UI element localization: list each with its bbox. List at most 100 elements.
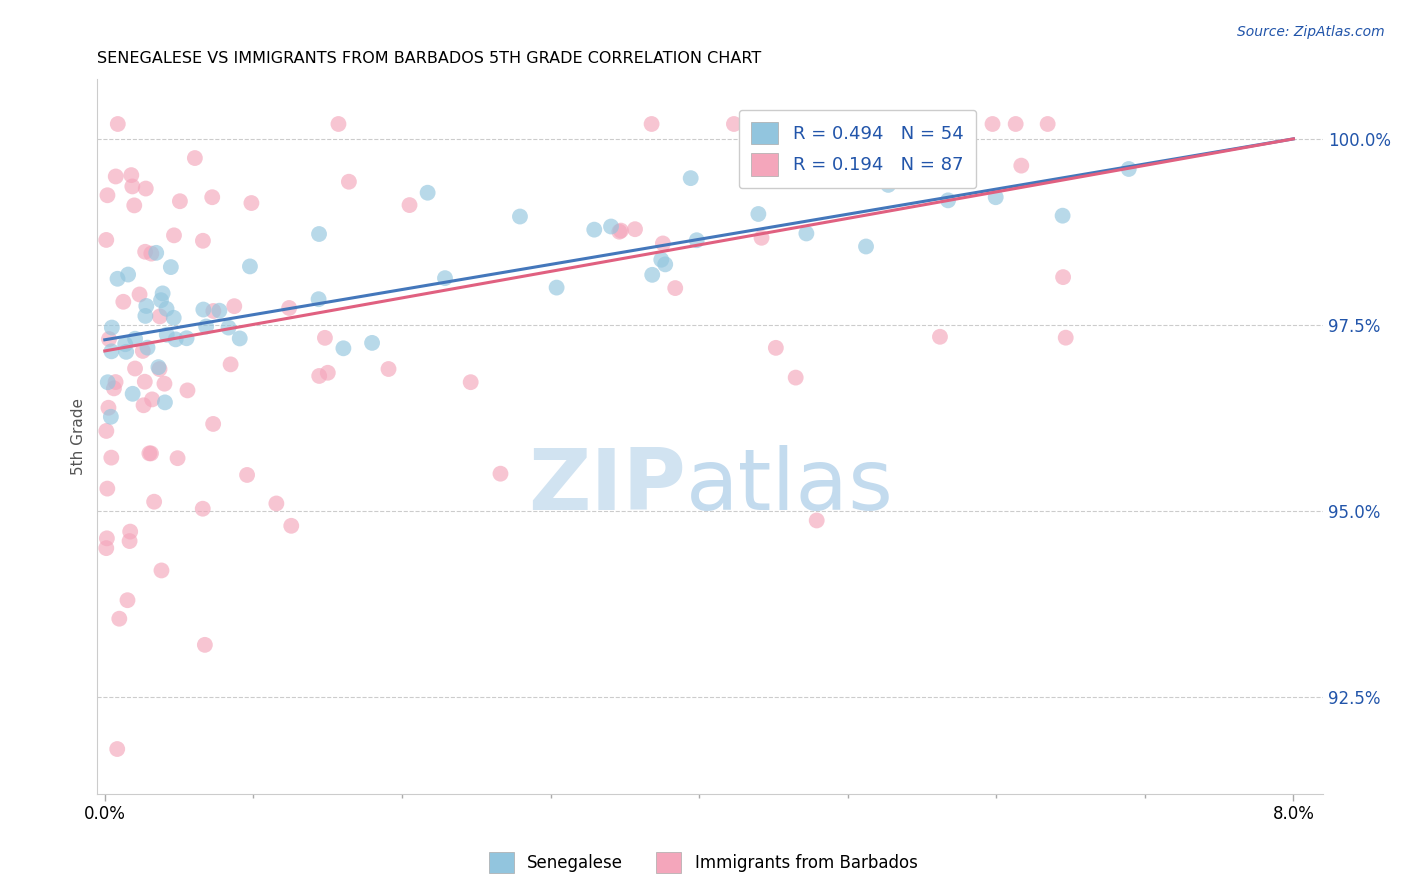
Immigrants from Barbados [1054,331,1077,345]
Senegalese [936,194,959,208]
Immigrants from Barbados [148,362,170,376]
Immigrants from Barbados [328,117,350,131]
Senegalese [686,233,709,247]
Senegalese [153,395,176,409]
Senegalese [145,245,167,260]
Immigrants from Barbados [751,231,773,245]
Immigrants from Barbados [141,392,163,407]
Immigrants from Barbados [640,117,662,131]
Senegalese [509,210,531,224]
Immigrants from Barbados [176,384,198,398]
Immigrants from Barbados [132,398,155,412]
Immigrants from Barbados [96,541,118,555]
Immigrants from Barbados [651,236,673,251]
Immigrants from Barbados [135,181,157,195]
Senegalese [361,335,384,350]
Immigrants from Barbados [96,482,118,496]
Immigrants from Barbados [105,742,128,756]
Senegalese [433,271,456,285]
Text: SENEGALESE VS IMMIGRANTS FROM BARBADOS 5TH GRADE CORRELATION CHART: SENEGALESE VS IMMIGRANTS FROM BARBADOS 5… [97,51,762,66]
Senegalese [796,227,818,241]
Immigrants from Barbados [166,451,188,466]
Immigrants from Barbados [664,281,686,295]
Senegalese [650,252,672,267]
Immigrants from Barbados [224,299,246,313]
Immigrants from Barbados [96,532,118,546]
Senegalese [115,344,138,359]
Text: Source: ZipAtlas.com: Source: ZipAtlas.com [1237,25,1385,39]
Immigrants from Barbados [308,368,330,383]
Immigrants from Barbados [624,222,647,236]
Immigrants from Barbados [201,190,224,204]
Immigrants from Barbados [139,446,162,460]
Immigrants from Barbados [337,175,360,189]
Immigrants from Barbados [191,234,214,248]
Senegalese [114,337,136,351]
Immigrants from Barbados [107,117,129,131]
Senegalese [679,171,702,186]
Immigrants from Barbados [124,361,146,376]
Immigrants from Barbados [96,188,118,202]
Senegalese [136,341,159,355]
Immigrants from Barbados [128,287,150,301]
Senegalese [600,219,623,234]
Immigrants from Barbados [100,450,122,465]
Senegalese [97,376,120,390]
Text: ZIP: ZIP [529,445,686,528]
Senegalese [332,341,354,355]
Senegalese [165,332,187,346]
Immigrants from Barbados [236,467,259,482]
Immigrants from Barbados [280,518,302,533]
Immigrants from Barbados [316,366,339,380]
Senegalese [163,310,186,325]
Senegalese [747,207,769,221]
Immigrants from Barbados [169,194,191,209]
Senegalese [239,260,262,274]
Senegalese [135,299,157,313]
Senegalese [416,186,439,200]
Immigrants from Barbados [489,467,512,481]
Immigrants from Barbados [377,362,399,376]
Senegalese [308,292,330,306]
Immigrants from Barbados [1010,159,1032,173]
Senegalese [1052,209,1074,223]
Immigrants from Barbados [981,117,1004,131]
Immigrants from Barbados [314,331,336,345]
Immigrants from Barbados [929,330,952,344]
Immigrants from Barbados [1036,117,1059,131]
Immigrants from Barbados [460,375,482,389]
Immigrants from Barbados [96,233,118,247]
Immigrants from Barbados [1004,117,1026,131]
Immigrants from Barbados [785,370,807,384]
Senegalese [208,303,231,318]
Immigrants from Barbados [150,564,173,578]
Senegalese [107,272,129,286]
Senegalese [176,331,198,345]
Senegalese [195,319,218,334]
Immigrants from Barbados [723,117,745,131]
Y-axis label: 5th Grade: 5th Grade [72,398,86,475]
Senegalese [546,280,568,294]
Senegalese [155,301,177,316]
Senegalese [308,227,330,241]
Senegalese [877,178,900,192]
Immigrants from Barbados [118,534,141,549]
Senegalese [150,293,173,308]
Immigrants from Barbados [202,417,225,431]
Senegalese [855,239,877,253]
Senegalese [193,302,215,317]
Immigrants from Barbados [108,612,131,626]
Immigrants from Barbados [121,179,143,194]
Senegalese [148,360,170,375]
Immigrants from Barbados [104,375,127,389]
Immigrants from Barbados [1052,270,1074,285]
Immigrants from Barbados [742,117,765,131]
Text: atlas: atlas [686,445,894,528]
Immigrants from Barbados [117,593,139,607]
Legend: R = 0.494   N = 54, R = 0.194   N = 87: R = 0.494 N = 54, R = 0.194 N = 87 [738,110,976,188]
Immigrants from Barbados [194,638,217,652]
Immigrants from Barbados [202,304,225,318]
Senegalese [134,309,156,323]
Immigrants from Barbados [122,198,145,212]
Senegalese [101,320,124,334]
